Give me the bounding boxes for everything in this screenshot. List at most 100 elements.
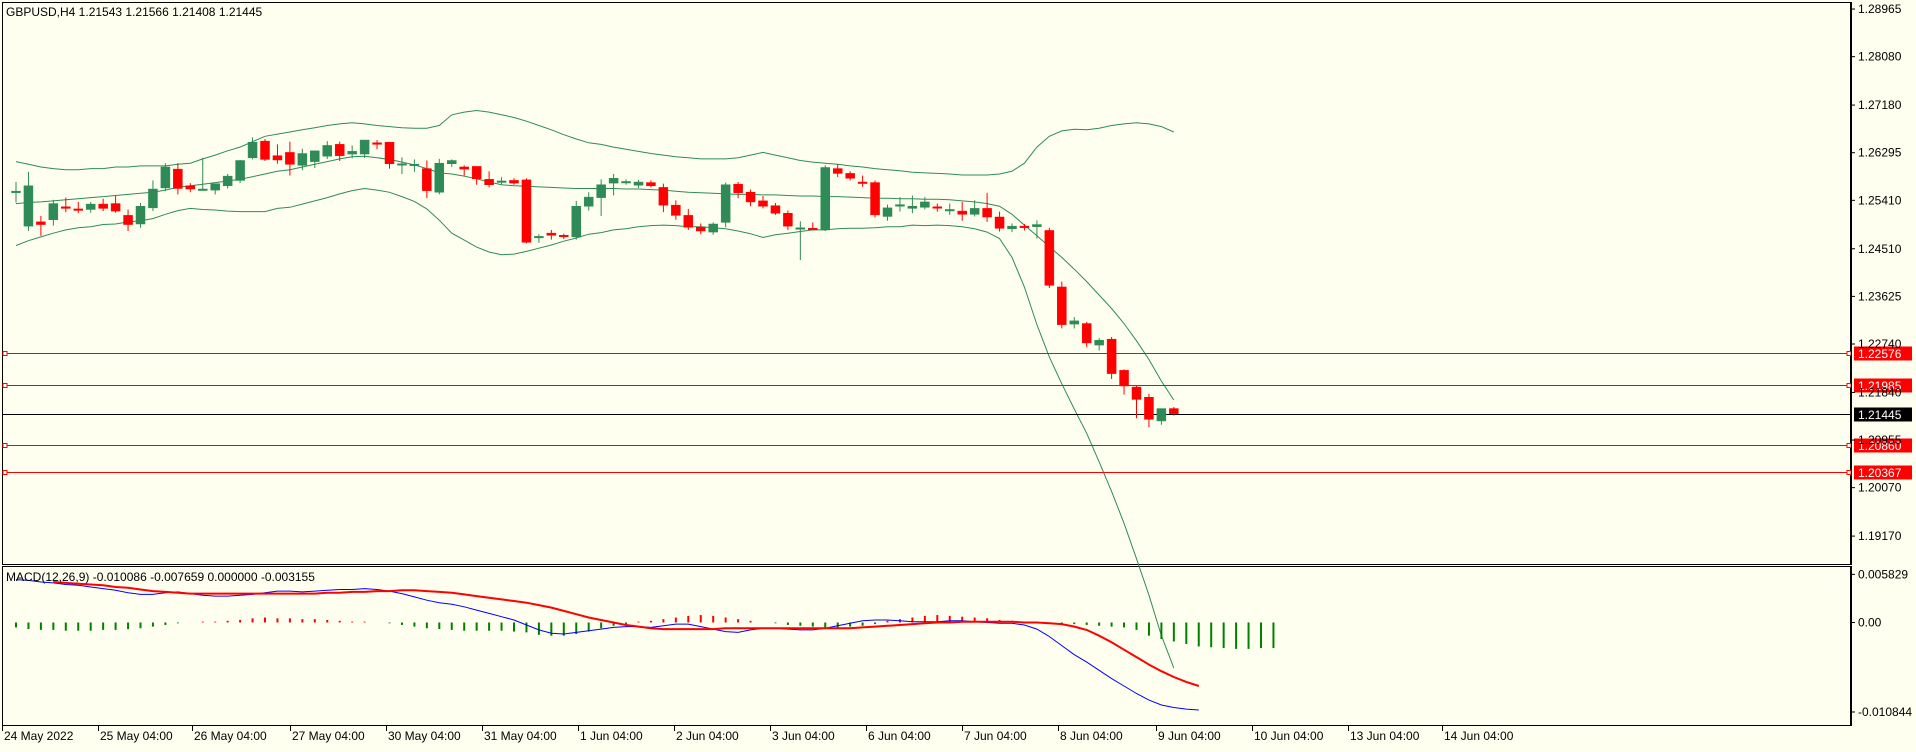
level-handle-left[interactable] xyxy=(2,351,8,356)
level-handle-left[interactable] xyxy=(2,383,8,388)
candle-body xyxy=(135,205,146,225)
candle-body xyxy=(297,153,308,166)
time-axis-label: 3 Jun 04:00 xyxy=(772,729,835,743)
candle-body xyxy=(1032,224,1042,227)
level-handle-right[interactable] xyxy=(1846,383,1852,388)
candle-body xyxy=(1119,370,1129,387)
level-price-tag xyxy=(1854,465,1912,480)
time-axis-label: 30 May 04:00 xyxy=(388,729,461,743)
price-axis-label: 1.20955 xyxy=(1858,433,1902,447)
candle-body xyxy=(73,208,83,211)
candle xyxy=(235,159,245,184)
macd-signal-line xyxy=(53,581,1200,687)
macd-line xyxy=(15,579,1199,711)
candle-body xyxy=(820,167,830,231)
candle-body xyxy=(994,216,1005,229)
level-price-label: 1.20860 xyxy=(1858,439,1902,453)
level-handle-left[interactable] xyxy=(2,443,8,448)
candle-body xyxy=(235,160,245,181)
level-price-tag xyxy=(1854,438,1912,453)
candle-body xyxy=(945,209,955,212)
candle xyxy=(347,145,357,159)
candle xyxy=(297,148,308,171)
candle-body xyxy=(808,228,818,231)
candle xyxy=(733,182,743,199)
candle-body xyxy=(359,139,370,155)
candle-body xyxy=(559,235,569,238)
candle-body xyxy=(720,184,731,223)
candle xyxy=(359,139,370,158)
level-price-label: 1.22576 xyxy=(1858,347,1902,361)
candle-body xyxy=(384,141,395,164)
time-axis-label: 27 May 04:00 xyxy=(292,729,365,743)
candle-body xyxy=(310,150,320,162)
macd-pane-frame xyxy=(2,566,1851,726)
candle xyxy=(920,197,930,210)
level-handle-left[interactable] xyxy=(2,470,8,475)
candle-body xyxy=(11,190,21,193)
candle xyxy=(73,201,83,214)
candle xyxy=(1019,224,1030,231)
candle-body xyxy=(285,152,295,165)
candle xyxy=(521,178,532,244)
candle-body xyxy=(521,179,532,243)
price-axis-label: 1.23625 xyxy=(1858,289,1902,303)
level-price-label: 1.20367 xyxy=(1858,466,1902,480)
candle xyxy=(334,141,345,162)
candle-body xyxy=(247,141,258,159)
candle-body xyxy=(496,180,507,183)
candle-body xyxy=(1131,386,1142,400)
candle-body xyxy=(708,223,718,233)
price-axis: 1.28965 1.28080 1.27180 1.26295 1.25410 1.245… xyxy=(1851,2,1902,565)
candle xyxy=(123,209,133,231)
candle xyxy=(994,211,1005,232)
candle xyxy=(459,165,469,176)
macd-axis-label: 0.005829 xyxy=(1858,567,1908,581)
candle-body xyxy=(969,208,980,215)
candle-body xyxy=(795,227,806,230)
candle xyxy=(1057,281,1067,329)
candle xyxy=(185,183,196,193)
candle xyxy=(932,203,943,212)
candle-body xyxy=(322,145,332,157)
current-price-tag xyxy=(1854,407,1912,422)
level-handle-right[interactable] xyxy=(1846,443,1852,448)
candle-body xyxy=(770,205,781,214)
candlesticks xyxy=(11,137,1179,428)
price-axis-label: 1.20070 xyxy=(1858,481,1902,495)
macd-indicator xyxy=(15,579,1275,711)
candle xyxy=(845,171,855,181)
time-axis-label: 6 Jun 04:00 xyxy=(868,729,931,743)
candle-body xyxy=(546,232,557,236)
candle xyxy=(559,233,569,240)
candle xyxy=(1081,321,1092,348)
level-handle-right[interactable] xyxy=(1846,470,1852,475)
candle xyxy=(61,197,71,213)
candle xyxy=(409,159,420,172)
candle xyxy=(882,204,893,221)
candle xyxy=(1156,408,1167,425)
time-axis-label: 1 Jun 04:00 xyxy=(580,729,643,743)
candle xyxy=(820,165,830,231)
candle xyxy=(48,199,59,226)
candle-body xyxy=(347,151,357,155)
candle-body xyxy=(671,204,681,216)
candle-body xyxy=(733,183,743,194)
time-axis-label: 9 Jun 04:00 xyxy=(1158,729,1221,743)
price-axis-label: 1.19170 xyxy=(1858,529,1902,543)
candle-body xyxy=(272,155,283,161)
candle-body xyxy=(1169,408,1179,414)
level-handle-right[interactable] xyxy=(1846,351,1852,356)
candle xyxy=(795,221,806,261)
candle xyxy=(1094,338,1104,351)
time-axis-label: 31 May 04:00 xyxy=(484,729,557,743)
candle xyxy=(1069,317,1079,329)
price-pane-frame xyxy=(2,2,1851,565)
candle xyxy=(895,197,905,212)
candle-body xyxy=(534,236,544,239)
candle xyxy=(857,175,868,187)
candle-body xyxy=(1144,397,1154,420)
horizontal-levels[interactable]: 1.22576 1.21985 1.20860 1.20367 1.21445 xyxy=(2,346,1912,481)
